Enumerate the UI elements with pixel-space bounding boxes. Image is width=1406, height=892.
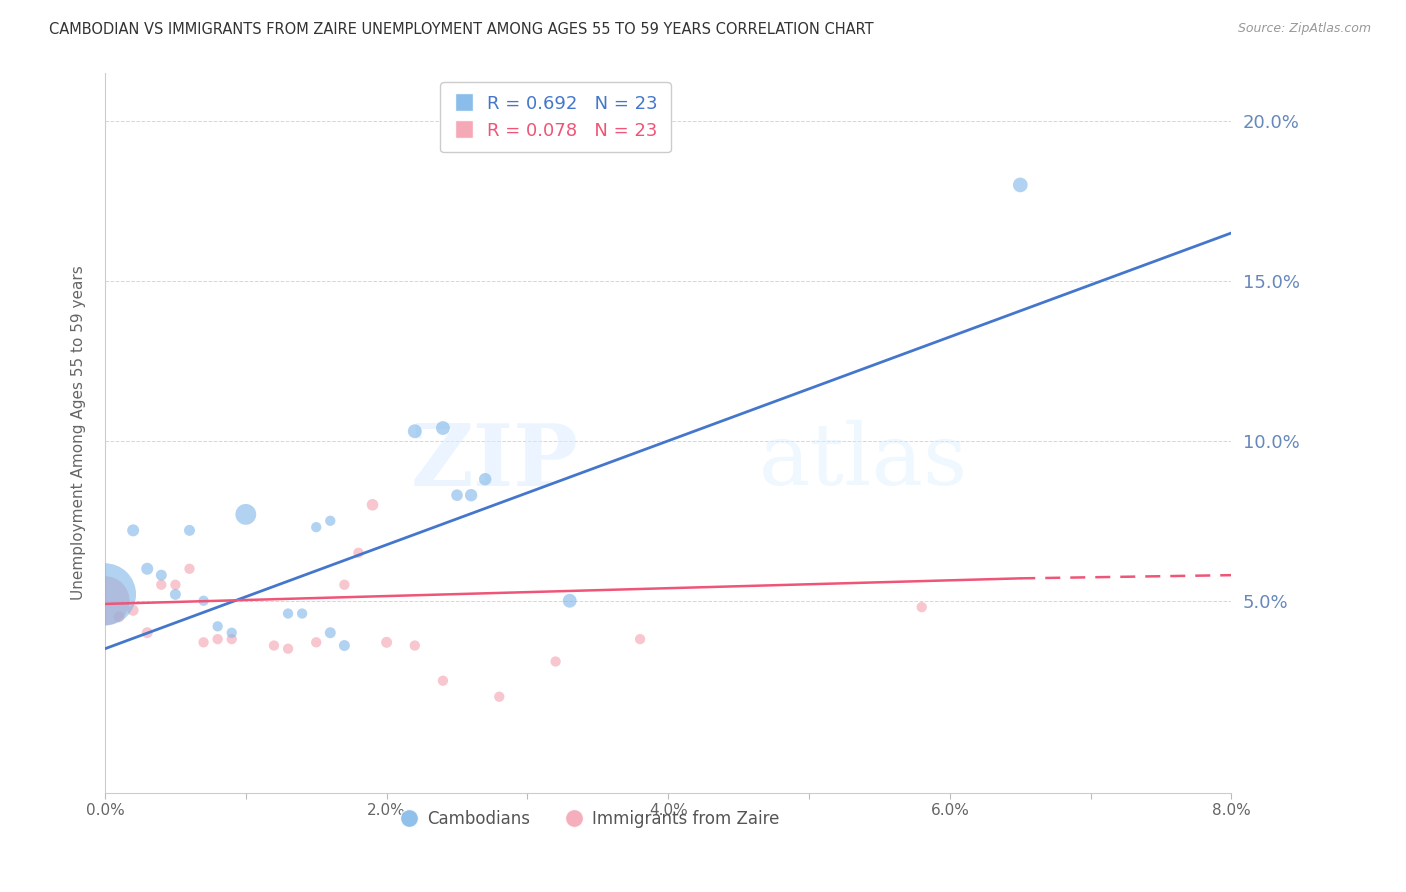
Point	[108, 609, 131, 624]
Text: CAMBODIAN VS IMMIGRANTS FROM ZAIRE UNEMPLOYMENT AMONG AGES 55 TO 59 YEARS CORREL: CAMBODIAN VS IMMIGRANTS FROM ZAIRE UNEMP…	[49, 22, 875, 37]
Point	[319, 625, 342, 640]
Point	[207, 619, 229, 633]
Point	[460, 488, 482, 502]
Point	[488, 690, 510, 704]
Point	[347, 546, 370, 560]
Point	[432, 673, 454, 688]
Point	[207, 632, 229, 647]
Point	[1010, 178, 1032, 192]
Point	[277, 641, 299, 656]
Point	[94, 593, 117, 607]
Point	[193, 593, 215, 607]
Point	[193, 635, 215, 649]
Point	[136, 562, 159, 576]
Point	[628, 632, 651, 647]
Text: atlas: atlas	[758, 420, 967, 503]
Text: ZIP: ZIP	[411, 419, 578, 504]
Point	[333, 639, 356, 653]
Point	[277, 607, 299, 621]
Point	[136, 625, 159, 640]
Point	[558, 593, 581, 607]
Point	[361, 498, 384, 512]
Point	[122, 603, 145, 617]
Point	[263, 639, 285, 653]
Point	[544, 655, 567, 669]
Point	[150, 578, 173, 592]
Point	[333, 578, 356, 592]
Point	[179, 562, 201, 576]
Point	[221, 632, 243, 647]
Point	[404, 424, 426, 438]
Point	[911, 600, 934, 615]
Point	[235, 508, 257, 522]
Point	[474, 472, 496, 486]
Point	[305, 635, 328, 649]
Point	[165, 578, 187, 592]
Point	[122, 524, 145, 538]
Point	[179, 524, 201, 538]
Point	[165, 587, 187, 601]
Point	[404, 639, 426, 653]
Point	[319, 514, 342, 528]
Point	[305, 520, 328, 534]
Point	[150, 568, 173, 582]
Text: Source: ZipAtlas.com: Source: ZipAtlas.com	[1237, 22, 1371, 36]
Point	[446, 488, 468, 502]
Point	[221, 625, 243, 640]
Y-axis label: Unemployment Among Ages 55 to 59 years: Unemployment Among Ages 55 to 59 years	[72, 266, 86, 600]
Point	[375, 635, 398, 649]
Point	[432, 421, 454, 435]
Point	[291, 607, 314, 621]
Legend: Cambodians, Immigrants from Zaire: Cambodians, Immigrants from Zaire	[392, 804, 786, 835]
Point	[94, 587, 117, 601]
